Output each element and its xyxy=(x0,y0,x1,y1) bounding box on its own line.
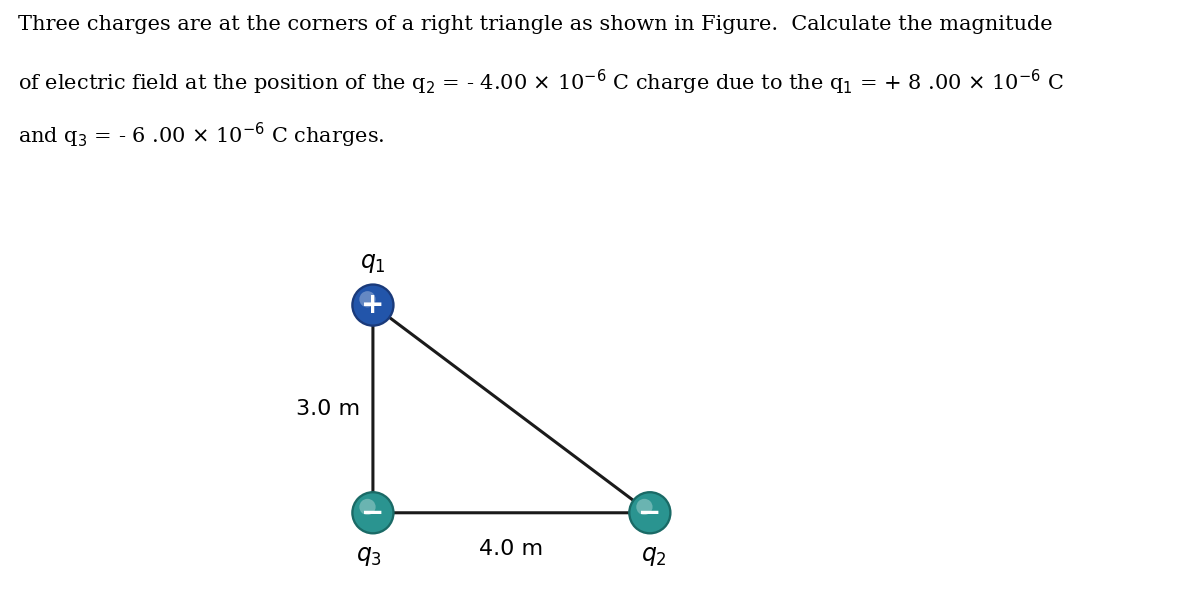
Circle shape xyxy=(354,286,392,325)
Text: Three charges are at the corners of a right triangle as shown in Figure.  Calcul: Three charges are at the corners of a ri… xyxy=(18,15,1052,34)
Circle shape xyxy=(359,291,376,307)
Text: −: − xyxy=(361,499,384,527)
Circle shape xyxy=(630,493,670,532)
Circle shape xyxy=(352,283,395,327)
Circle shape xyxy=(359,499,376,515)
Text: −: − xyxy=(638,499,661,527)
Text: and q$_3$ = - 6 .00 $\times$ 10$^{-6}$ C charges.: and q$_3$ = - 6 .00 $\times$ 10$^{-6}$ C… xyxy=(18,121,384,150)
Circle shape xyxy=(352,491,395,535)
Circle shape xyxy=(628,491,672,535)
Text: of electric field at the position of the q$_2$ = - 4.00 $\times$ 10$^{-6}$ C cha: of electric field at the position of the… xyxy=(18,68,1063,97)
Circle shape xyxy=(354,493,392,532)
Text: 4.0 m: 4.0 m xyxy=(479,539,544,559)
Text: $q_1$: $q_1$ xyxy=(360,251,386,275)
Text: 3.0 m: 3.0 m xyxy=(296,399,360,419)
Text: $q_2$: $q_2$ xyxy=(641,544,667,568)
Circle shape xyxy=(636,499,653,515)
Text: +: + xyxy=(361,291,385,319)
Text: $q_3$: $q_3$ xyxy=(356,544,382,568)
